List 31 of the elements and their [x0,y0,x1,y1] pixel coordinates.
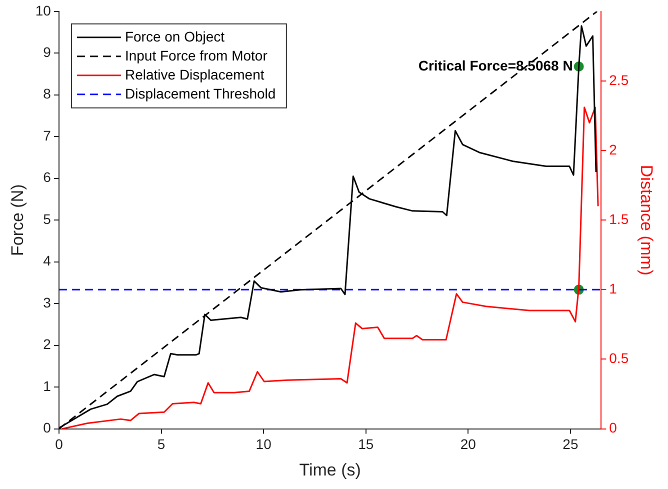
y-tick-label: 3 [43,294,52,310]
x-tick-label: 0 [55,436,64,452]
y-tick-label: 0 [43,420,52,436]
legend-label: Input Force from Motor [124,47,268,64]
y-tick-label: 6 [43,169,52,186]
annotation: Critical Force=8.5068 N [418,57,573,74]
y2-tick-label: 0 [609,420,618,436]
x-tick-label: 20 [460,436,476,452]
y2-tick-label: 2.5 [609,72,629,88]
y2-tick-label: 1 [609,280,618,297]
x-tick-label: 10 [256,436,272,452]
y-tick-label: 5 [43,210,52,227]
x-tick-label: 25 [562,436,578,452]
x-axis-title: Time (s) [299,460,361,480]
y-tick-label: 8 [43,86,52,102]
legend-label: Displacement Threshold [124,85,276,102]
y-tick-label: 10 [35,2,52,18]
y2-tick-label: 0.5 [609,350,629,366]
x-tick-label: 15 [358,436,374,452]
y2-tick-label: 1.5 [609,210,629,227]
y-tick-label: 7 [43,127,52,144]
y2-axis-title: Distance (mm) [637,164,656,276]
legend-label: Relative Displacement [124,66,264,82]
y-tick-label: 2 [43,336,52,352]
x-tick-label: 5 [157,436,166,452]
y2-tick-label: 2 [609,141,618,158]
legend-label: Force on Object [124,28,225,44]
y-tick-label: 9 [43,44,52,60]
y-axis-title: Force (N) [8,184,27,256]
y-tick-label: 1 [43,378,52,394]
y-tick-label: 4 [43,252,52,269]
